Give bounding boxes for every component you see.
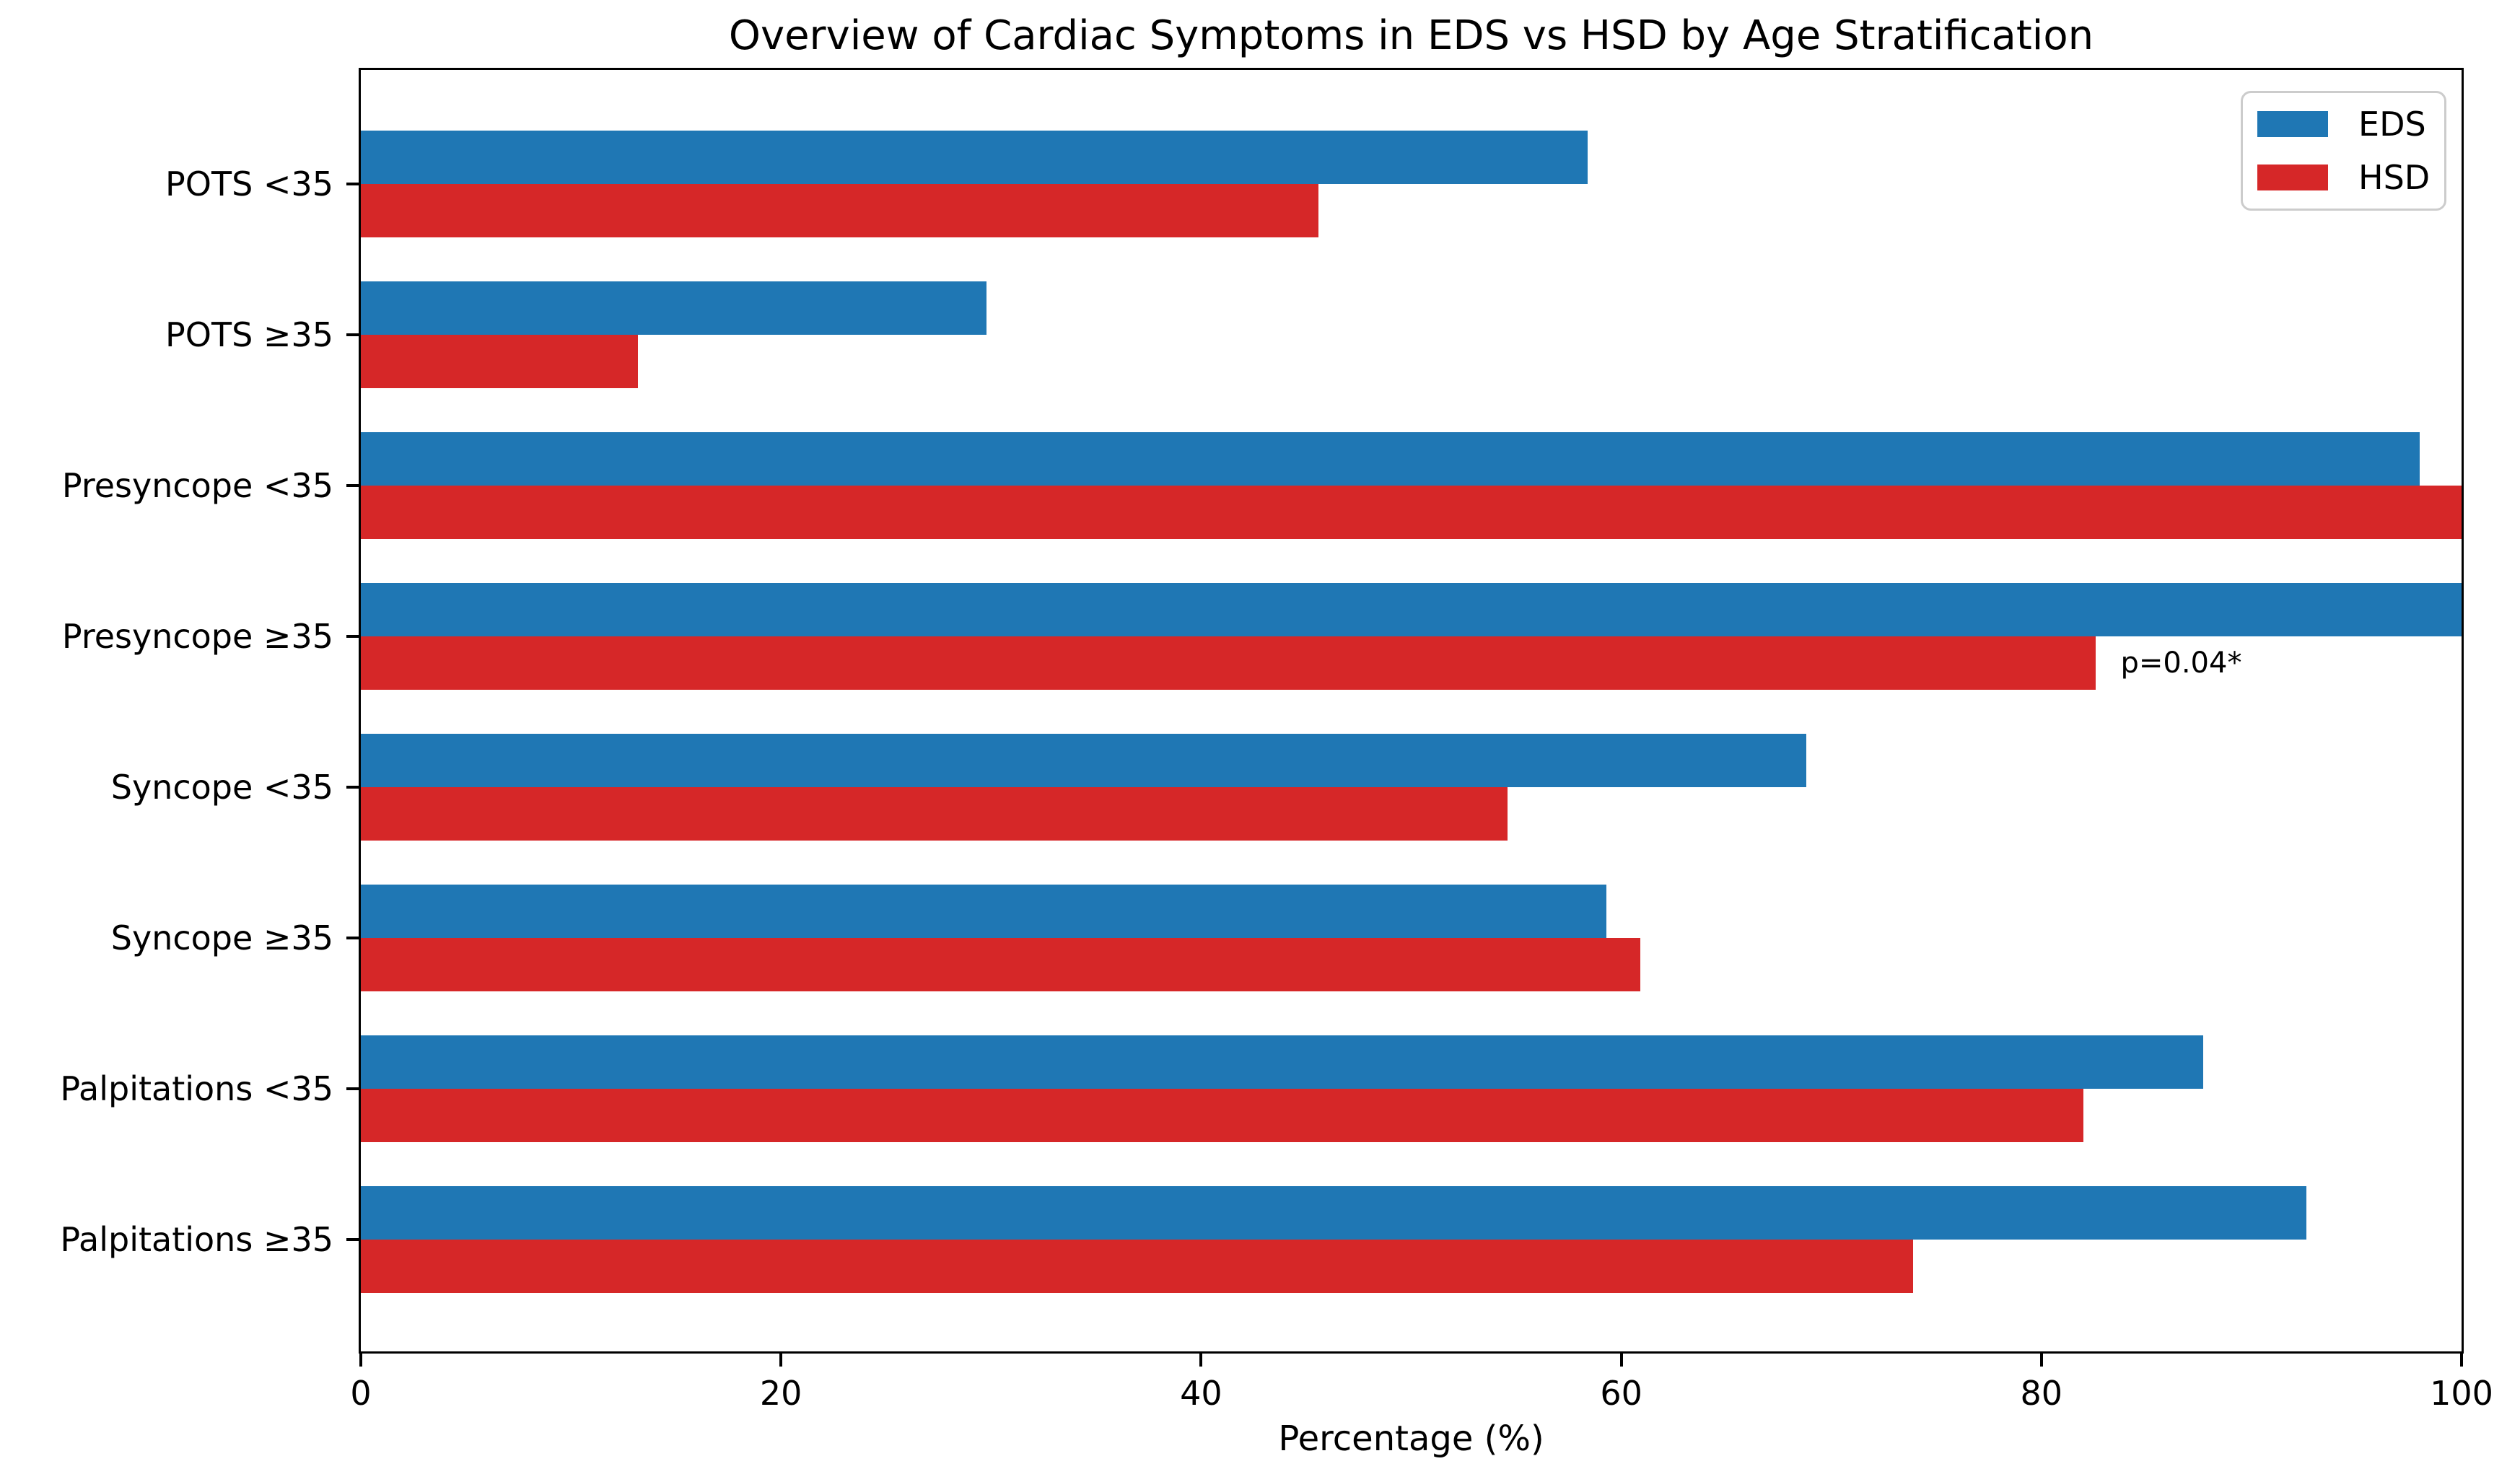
x-tick-mark-1 (779, 1354, 783, 1367)
x-tick-mark-4 (2039, 1354, 2043, 1367)
legend: EDS HSD (2241, 91, 2446, 211)
y-tick-label-7: Palpitations ≥35 (60, 1220, 333, 1259)
y-tick-mark-6 (346, 1087, 361, 1090)
bar-hsd-7 (361, 1240, 1914, 1293)
y-tick-label-4: Syncope <35 (110, 768, 333, 807)
plot-area (359, 68, 2464, 1354)
y-tick-label-3: Presyncope ≥35 (61, 617, 333, 656)
bar-eds-2 (361, 432, 2420, 486)
x-tick-label-3: 60 (1600, 1374, 1642, 1413)
hsd-color-swatch (2257, 165, 2328, 190)
x-tick-mark-3 (1619, 1354, 1623, 1367)
x-tick-label-4: 80 (2020, 1374, 2063, 1413)
x-tick-mark-0 (359, 1354, 362, 1367)
y-tick-label-0: POTS <35 (165, 165, 333, 203)
bar-hsd-4 (361, 787, 1508, 841)
bar-eds-6 (361, 1035, 2203, 1089)
legend-item-hsd: HSD (2257, 161, 2444, 194)
bar-hsd-5 (361, 938, 1640, 991)
y-tick-mark-0 (346, 183, 361, 185)
bar-hsd-2 (361, 486, 2462, 539)
legend-label-hsd: HSD (2358, 158, 2431, 197)
bar-hsd-0 (361, 184, 1319, 237)
legend-label-eds: EDS (2358, 105, 2426, 144)
x-axis-label: Percentage (%) (1278, 1418, 1544, 1459)
x-tick-label-1: 20 (759, 1374, 802, 1413)
y-tick-mark-4 (346, 786, 361, 789)
x-tick-label-0: 0 (350, 1374, 372, 1413)
bar-eds-4 (361, 734, 1806, 787)
y-tick-mark-3 (346, 635, 361, 638)
y-tick-label-6: Palpitations <35 (60, 1069, 333, 1108)
bar-hsd-6 (361, 1089, 2084, 1142)
y-tick-mark-7 (346, 1238, 361, 1241)
y-tick-label-2: Presyncope <35 (61, 466, 333, 505)
y-tick-mark-2 (346, 484, 361, 487)
p-value-annotation: p=0.04* (2120, 646, 2242, 680)
chart-title: Overview of Cardiac Symptoms in EDS vs H… (728, 12, 2094, 59)
bar-hsd-1 (361, 335, 639, 388)
legend-item-eds: EDS (2257, 108, 2444, 141)
bar-eds-5 (361, 885, 1607, 938)
y-tick-label-1: POTS ≥35 (165, 315, 333, 354)
x-tick-mark-2 (1199, 1354, 1203, 1367)
bar-eds-7 (361, 1186, 2306, 1240)
bar-hsd-3 (361, 636, 2096, 690)
x-tick-label-2: 40 (1180, 1374, 1222, 1413)
x-tick-mark-5 (2460, 1354, 2463, 1367)
y-tick-label-5: Syncope ≥35 (110, 918, 333, 957)
bar-eds-3 (361, 583, 2462, 636)
bar-eds-1 (361, 281, 987, 335)
y-tick-mark-5 (346, 937, 361, 939)
bar-eds-0 (361, 131, 1588, 184)
x-tick-label-5: 100 (2430, 1374, 2493, 1413)
eds-color-swatch (2257, 111, 2328, 137)
y-tick-mark-1 (346, 333, 361, 336)
